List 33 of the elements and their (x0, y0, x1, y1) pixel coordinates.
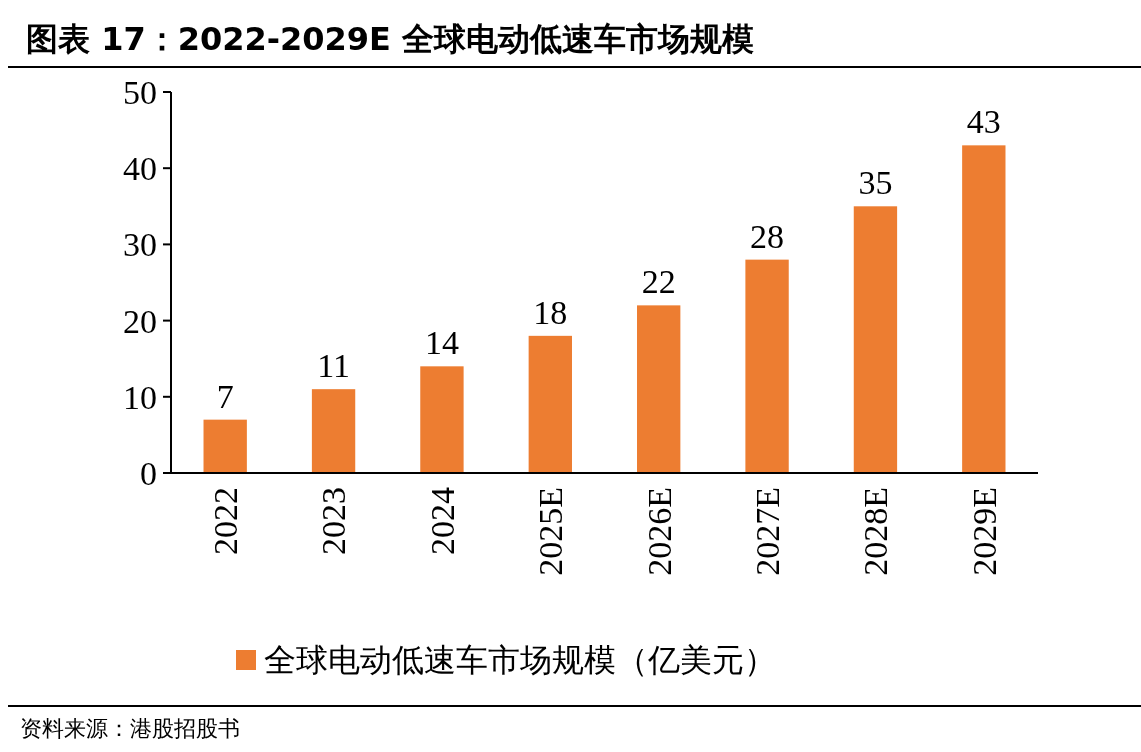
y-tick-label: 40 (123, 150, 157, 188)
x-tick-label: 2026E (640, 487, 678, 576)
data-label: 43 (966, 103, 1001, 141)
y-tick-label: 20 (123, 302, 157, 340)
bar (311, 389, 356, 473)
x-tick-label: 2025E (532, 487, 570, 576)
y-tick-label: 10 (123, 378, 157, 416)
legend-label: 全球电动低速车市场规模（亿美元） (264, 641, 776, 680)
data-label: 14 (424, 324, 459, 362)
chart-title: 图表 17：2022-2029E 全球电动低速车市场规模 (26, 20, 755, 58)
x-tick-label: 2028E (857, 487, 895, 576)
bar (203, 419, 247, 473)
bar (528, 335, 572, 473)
bar (745, 259, 789, 473)
x-tick-label: 2023 (315, 487, 353, 555)
data-label: 7 (216, 377, 234, 415)
data-label: 18 (533, 293, 568, 331)
y-tick-label: 50 (123, 73, 157, 111)
bar (420, 366, 464, 473)
x-tick-label: 2029E (965, 487, 1003, 576)
bar (637, 305, 681, 473)
data-label: 28 (750, 217, 785, 255)
x-tick-label: 2022 (207, 487, 245, 555)
data-label: 11 (317, 347, 350, 385)
text: 资料来源：港股招股书 (20, 716, 240, 741)
bar (853, 206, 898, 473)
bar (962, 145, 1006, 473)
y-tick-label: 0 (140, 454, 157, 492)
data-label: 22 (641, 263, 676, 301)
y-tick-label: 30 (123, 226, 157, 264)
data-label: 35 (858, 164, 893, 202)
x-tick-label: 2024 (423, 487, 461, 555)
x-tick-label: 2027E (748, 487, 786, 576)
